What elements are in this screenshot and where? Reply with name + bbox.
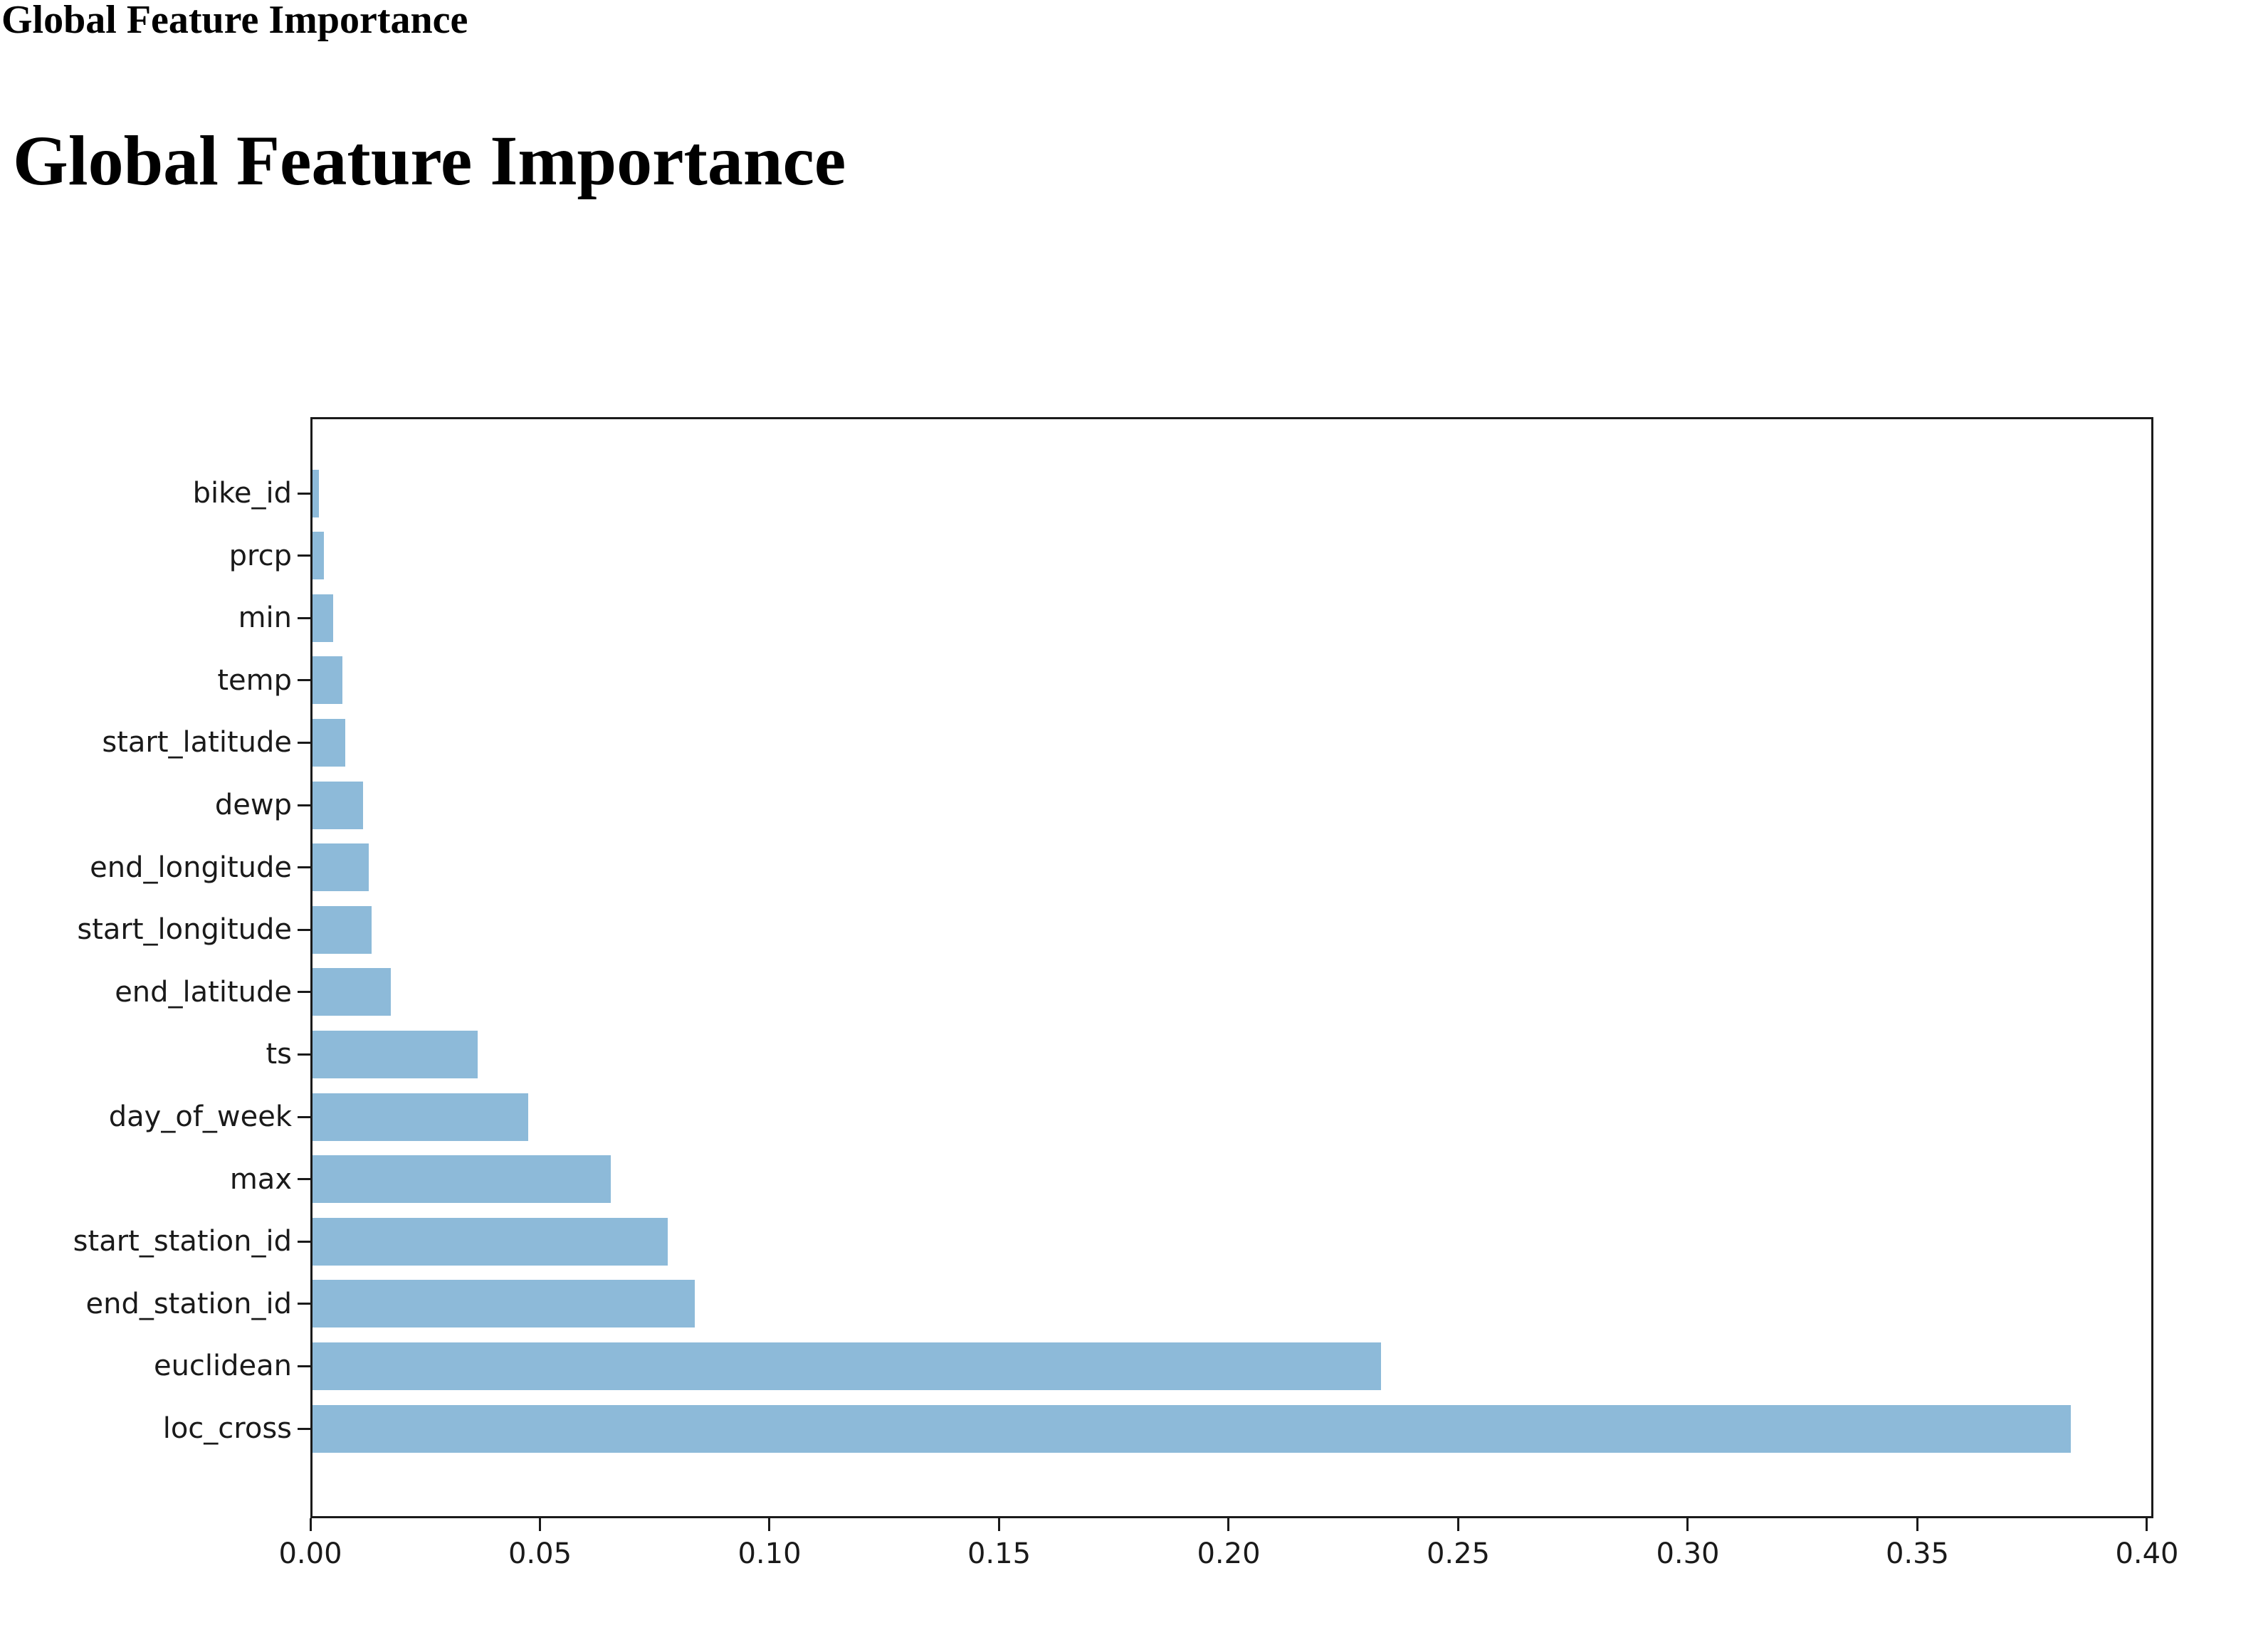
x-tick-mark-0.35 (1916, 1518, 1918, 1531)
bar-dewp (313, 781, 363, 829)
y-tick-label-ts: ts (266, 1038, 292, 1071)
y-tick-label-prcp: prcp (229, 539, 292, 572)
y-tick-mark-end_latitude (298, 991, 310, 994)
y-tick-label-end_station_id: end_station_id (85, 1287, 292, 1320)
y-tick-mark-prcp (298, 554, 310, 557)
y-tick-mark-min (298, 616, 310, 619)
x-tick-label-0.20: 0.20 (1197, 1537, 1261, 1570)
y-tick-label-euclidean: euclidean (153, 1350, 292, 1383)
y-tick-label-start_station_id: start_station_id (73, 1225, 292, 1258)
y-tick-label-end_latitude: end_latitude (115, 975, 292, 1009)
y-tick-label-start_latitude: start_latitude (102, 726, 292, 759)
x-tick-label-0.40: 0.40 (2115, 1537, 2179, 1570)
plot-area (310, 417, 2153, 1518)
y-tick-mark-end_station_id (298, 1303, 310, 1305)
bar-loc_cross (313, 1404, 2072, 1453)
y-tick-mark-start_longitude (298, 928, 310, 931)
bar-start_station_id (313, 1217, 668, 1266)
x-tick-label-0.05: 0.05 (508, 1537, 572, 1570)
y-tick-label-loc_cross: loc_cross (162, 1412, 292, 1445)
x-tick-label-0.00: 0.00 (278, 1537, 342, 1570)
y-tick-mark-end_longitude (298, 866, 310, 869)
y-tick-mark-dewp (298, 804, 310, 806)
y-tick-label-start_longitude: start_longitude (77, 913, 292, 947)
y-tick-label-temp: temp (217, 663, 292, 697)
page-title: Global Feature Importance (13, 121, 846, 200)
y-tick-mark-ts (298, 1053, 310, 1056)
y-tick-mark-temp (298, 679, 310, 682)
bar-temp (313, 656, 342, 705)
bar-max (313, 1155, 611, 1204)
y-tick-mark-loc_cross (298, 1427, 310, 1430)
x-tick-mark-0.30 (1686, 1518, 1689, 1531)
y-tick-mark-euclidean (298, 1365, 310, 1367)
bar-day_of_week (313, 1093, 528, 1141)
bar-prcp (313, 532, 325, 580)
x-tick-label-0.25: 0.25 (1426, 1537, 1490, 1570)
y-tick-label-bike_id: bike_id (192, 477, 292, 510)
y-tick-mark-bike_id (298, 492, 310, 495)
window-title: Global Feature Importance (1, 0, 468, 42)
bar-min (313, 594, 334, 642)
x-tick-label-0.15: 0.15 (967, 1537, 1031, 1570)
x-tick-mark-0.10 (768, 1518, 771, 1531)
x-tick-label-0.35: 0.35 (1885, 1537, 1949, 1570)
bar-end_longitude (313, 843, 369, 892)
bar-euclidean (313, 1342, 1381, 1390)
x-tick-mark-0.15 (997, 1518, 1000, 1531)
bar-ts (313, 1030, 478, 1078)
x-tick-mark-0.25 (1456, 1518, 1459, 1531)
bar-end_station_id (313, 1280, 695, 1328)
x-tick-mark-0.40 (2146, 1518, 2148, 1531)
bar-bike_id (313, 469, 320, 517)
y-tick-label-dewp: dewp (214, 789, 292, 821)
y-tick-mark-start_station_id (298, 1240, 310, 1243)
x-tick-mark-0.00 (309, 1518, 312, 1531)
y-tick-mark-start_latitude (298, 741, 310, 744)
y-tick-mark-day_of_week (298, 1115, 310, 1118)
y-tick-label-max: max (229, 1162, 292, 1196)
x-tick-label-0.30: 0.30 (1656, 1537, 1720, 1570)
y-tick-label-min: min (238, 601, 292, 635)
y-tick-label-day_of_week: day_of_week (108, 1100, 292, 1133)
y-tick-label-end_longitude: end_longitude (90, 851, 292, 884)
bar-start_latitude (313, 718, 346, 767)
y-tick-mark-max (298, 1178, 310, 1181)
x-tick-mark-0.20 (1227, 1518, 1230, 1531)
x-tick-label-0.10: 0.10 (737, 1537, 802, 1570)
bar-end_latitude (313, 968, 391, 1016)
x-tick-mark-0.05 (538, 1518, 541, 1531)
bar-start_longitude (313, 905, 372, 954)
